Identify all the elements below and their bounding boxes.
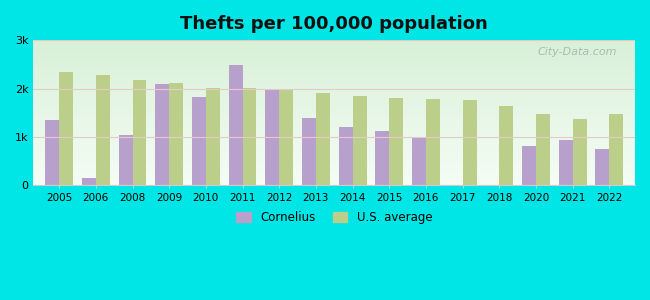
Bar [316, 93, 330, 185]
Bar [375, 131, 389, 185]
Legend: Cornelius, U.S. average: Cornelius, U.S. average [231, 206, 437, 229]
Bar [229, 65, 242, 185]
Bar [352, 96, 367, 185]
Bar [206, 88, 220, 185]
Bar [59, 72, 73, 185]
Bar [96, 76, 110, 185]
Bar [82, 178, 96, 185]
Bar [573, 119, 586, 185]
Bar [133, 80, 146, 185]
Bar [536, 114, 550, 185]
Bar [302, 118, 316, 185]
Bar [192, 97, 206, 185]
Bar [559, 140, 573, 185]
Bar [265, 89, 280, 185]
Bar [522, 146, 536, 185]
Bar [595, 148, 609, 185]
Bar [426, 99, 440, 185]
Title: Thefts per 100,000 population: Thefts per 100,000 population [180, 15, 488, 33]
Bar [169, 83, 183, 185]
Bar [46, 120, 59, 185]
Bar [499, 106, 514, 185]
Bar [280, 89, 293, 185]
Bar [389, 98, 403, 185]
Bar [609, 114, 623, 185]
Bar [155, 84, 169, 185]
Bar [118, 134, 133, 185]
Bar [242, 88, 257, 185]
Bar [412, 138, 426, 185]
Text: City-Data.com: City-Data.com [538, 47, 617, 57]
Bar [339, 127, 352, 185]
Bar [463, 100, 476, 185]
